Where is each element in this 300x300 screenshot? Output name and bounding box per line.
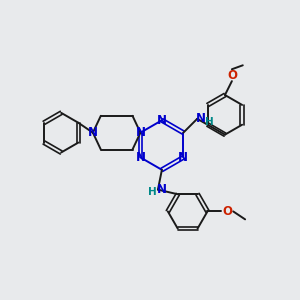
Text: N: N (157, 183, 167, 196)
Text: N: N (135, 151, 146, 164)
Text: H: H (205, 117, 214, 127)
Text: N: N (88, 126, 98, 139)
Text: N: N (157, 114, 167, 127)
Text: H: H (148, 187, 156, 196)
Text: N: N (135, 126, 146, 139)
Text: N: N (178, 151, 188, 164)
Text: N: N (196, 112, 206, 125)
Text: O: O (227, 69, 237, 82)
Text: O: O (222, 205, 232, 218)
